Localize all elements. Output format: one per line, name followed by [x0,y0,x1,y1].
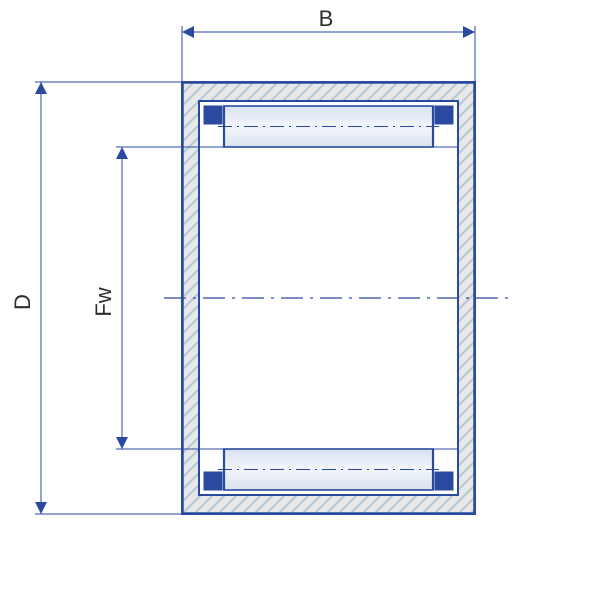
seal-bottom-right [435,472,453,490]
bearing-cross-section-diagram: B D Fw [0,0,600,600]
seal-top-left [204,106,222,124]
seal-top-right [435,106,453,124]
label-fw: Fw [91,287,116,316]
label-b: B [319,6,334,31]
seal-bottom-left [204,472,222,490]
label-d: D [10,294,35,310]
